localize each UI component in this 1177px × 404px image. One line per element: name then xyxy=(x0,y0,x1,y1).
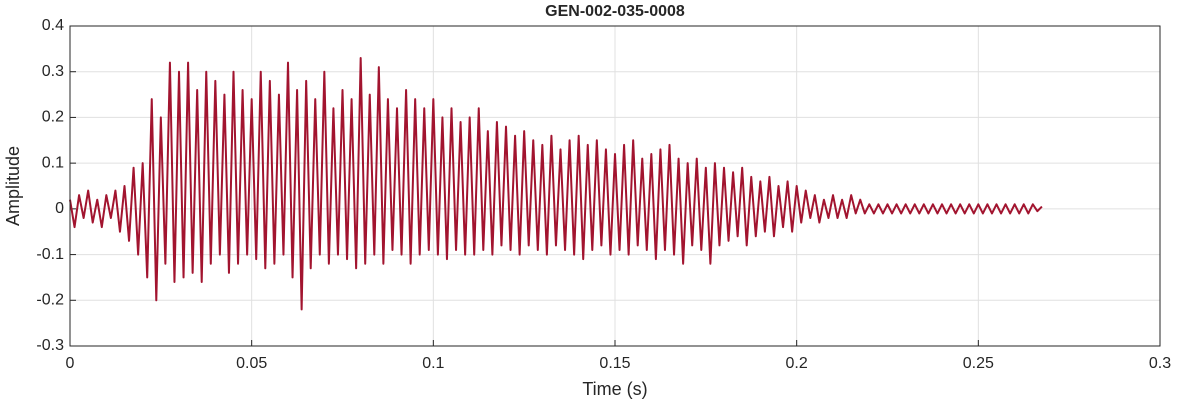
x-tick-label: 0 xyxy=(66,355,75,372)
x-tick-label: 0.2 xyxy=(786,355,808,372)
y-tick-label: 0.4 xyxy=(42,17,64,34)
x-tick-label: 0.25 xyxy=(963,355,994,372)
y-tick-label: -0.1 xyxy=(36,246,64,263)
chart-title: GEN-002-035-0008 xyxy=(545,3,685,20)
plot-frame xyxy=(69,25,1161,347)
y-tick-label: 0.2 xyxy=(42,109,64,126)
x-tick-label: 0.05 xyxy=(236,355,267,372)
x-axis-label: Time (s) xyxy=(582,379,647,399)
x-tick-label: 0.3 xyxy=(1149,355,1171,372)
y-tick-label: 0 xyxy=(55,200,64,217)
x-tick-label: 0.15 xyxy=(599,355,630,372)
y-tick-label: -0.3 xyxy=(36,337,64,354)
y-axis-label: Amplitude xyxy=(3,146,23,226)
y-tick-label: 0.1 xyxy=(42,154,64,171)
signal-line xyxy=(69,57,1043,311)
x-tick-label: 0.1 xyxy=(422,355,444,372)
y-tick-label: 0.3 xyxy=(42,63,64,80)
y-tick-label: -0.2 xyxy=(36,292,64,309)
